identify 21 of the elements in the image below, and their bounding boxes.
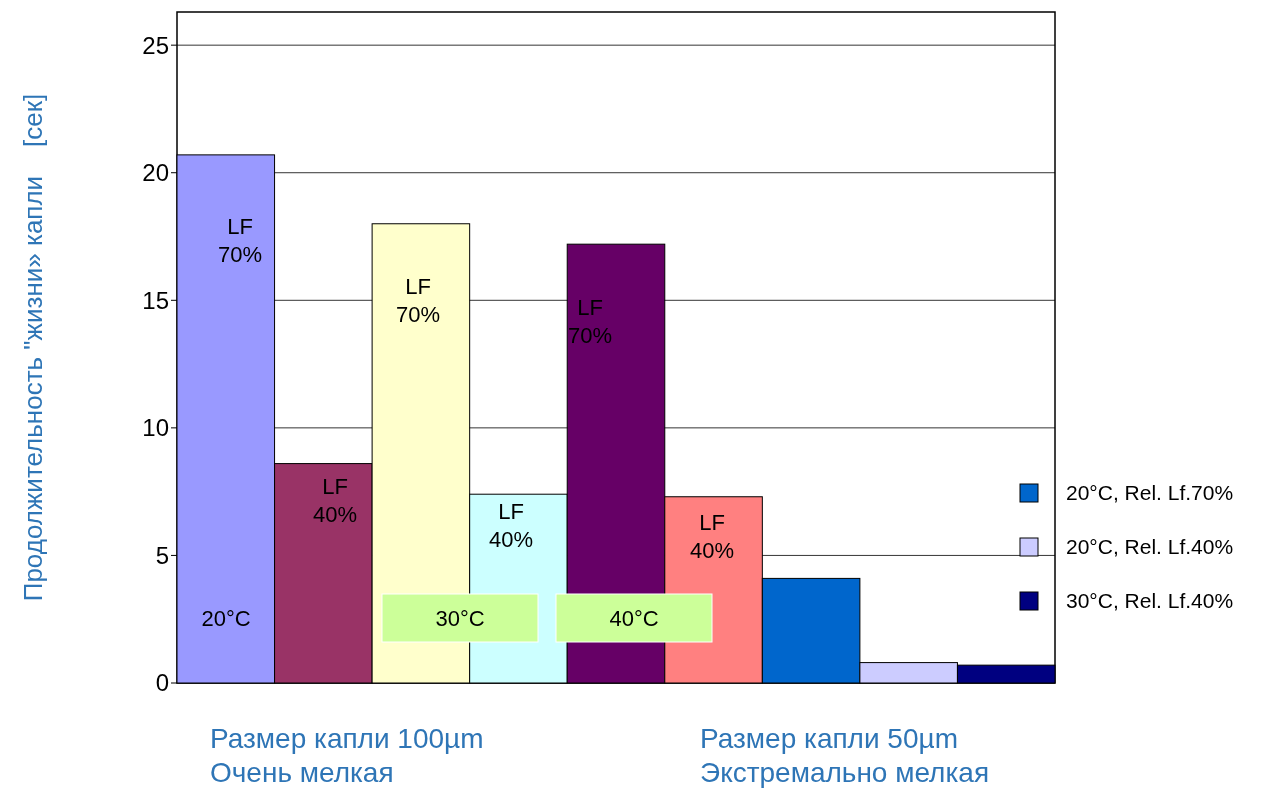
y-tick-label: 20 — [142, 159, 169, 187]
annotation: LF 40% — [488, 498, 534, 553]
annotation: LF 40% — [689, 509, 735, 564]
annotation: LF 40% — [312, 473, 358, 528]
annotation: 20°C — [201, 605, 251, 631]
legend-label: 20°C, Rel. Lf.40% — [1066, 535, 1234, 559]
y-tick-label: 15 — [142, 286, 169, 314]
annotation: 40°C — [609, 605, 659, 631]
y-tick-label: 10 — [142, 414, 169, 442]
legend-label: 20°C, Rel. Lf.70% — [1066, 481, 1234, 505]
annotation: 30°C — [435, 605, 485, 631]
annotation: LF 70% — [395, 273, 441, 328]
text: Размер капли 50µm Экстремально мелкая — [700, 723, 990, 788]
legend-label: 30°C, Rel. Lf.40% — [1066, 589, 1234, 613]
text: Размер капли 100µm Очень мелкая — [210, 723, 484, 788]
y-axis-title: Продолжительность "жизни» капли [сек] — [18, 93, 48, 602]
y-tick-label: 5 — [155, 541, 169, 569]
y-tick-label: 25 — [142, 31, 169, 59]
y-tick-label: 0 — [155, 669, 169, 697]
annotation: LF 70% — [217, 213, 263, 268]
annotation: LF 70% — [567, 294, 613, 349]
